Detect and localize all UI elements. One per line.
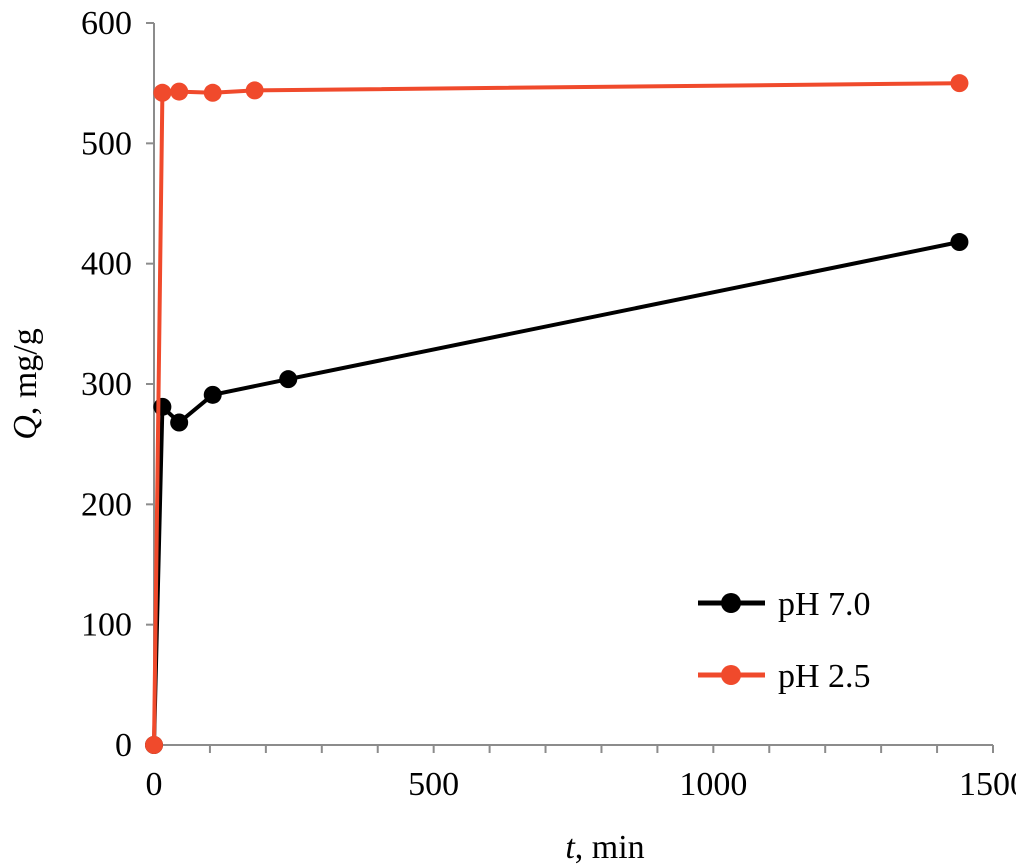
data-point-ph-2-5	[153, 83, 172, 102]
y-tick-label: 300	[81, 366, 132, 403]
legend-label-ph-2-5: pH 2.5	[778, 658, 871, 695]
x-axis-title: t, min	[565, 829, 644, 866]
axes: 0 100 200 300 400 500 600 0 500 1000 1500	[81, 5, 1016, 803]
x-tick-label: 1000	[679, 766, 747, 803]
legend-marker-ph-2-5	[721, 665, 741, 685]
y-tick-label: 600	[81, 5, 132, 42]
data-point-ph-7-0	[153, 397, 172, 416]
x-tick-label: 500	[408, 766, 459, 803]
series-layer	[145, 74, 969, 754]
data-point-ph-7-0	[279, 370, 298, 389]
data-point-ph-2-5	[170, 82, 189, 101]
data-point-ph-2-5	[950, 74, 969, 93]
data-point-ph-2-5	[203, 83, 222, 102]
data-point-ph-2-5	[145, 736, 163, 754]
y-tick-label: 100	[81, 607, 132, 644]
data-point-ph-7-0	[203, 385, 222, 404]
y-tick-label: 200	[81, 486, 132, 523]
legend: pH 7.0 pH 2.5	[698, 586, 871, 695]
series-line-ph-2-5	[152, 81, 960, 746]
y-tick-label: 400	[81, 246, 132, 283]
x-tick-label: 1500	[959, 766, 1016, 803]
legend-label-ph-7-0: pH 7.0	[778, 586, 871, 623]
data-point-ph-7-0	[950, 233, 969, 252]
y-tick-label: 0	[115, 727, 132, 764]
legend-marker-ph-7-0	[721, 593, 741, 613]
y-tick-label: 500	[81, 125, 132, 162]
y-axis-title: Q, mg/g	[7, 328, 44, 439]
series-line-ph-7-0	[152, 240, 960, 746]
x-tick-label: 0	[146, 766, 163, 803]
data-point-ph-7-0	[170, 413, 189, 432]
data-point-ph-2-5	[245, 81, 264, 100]
